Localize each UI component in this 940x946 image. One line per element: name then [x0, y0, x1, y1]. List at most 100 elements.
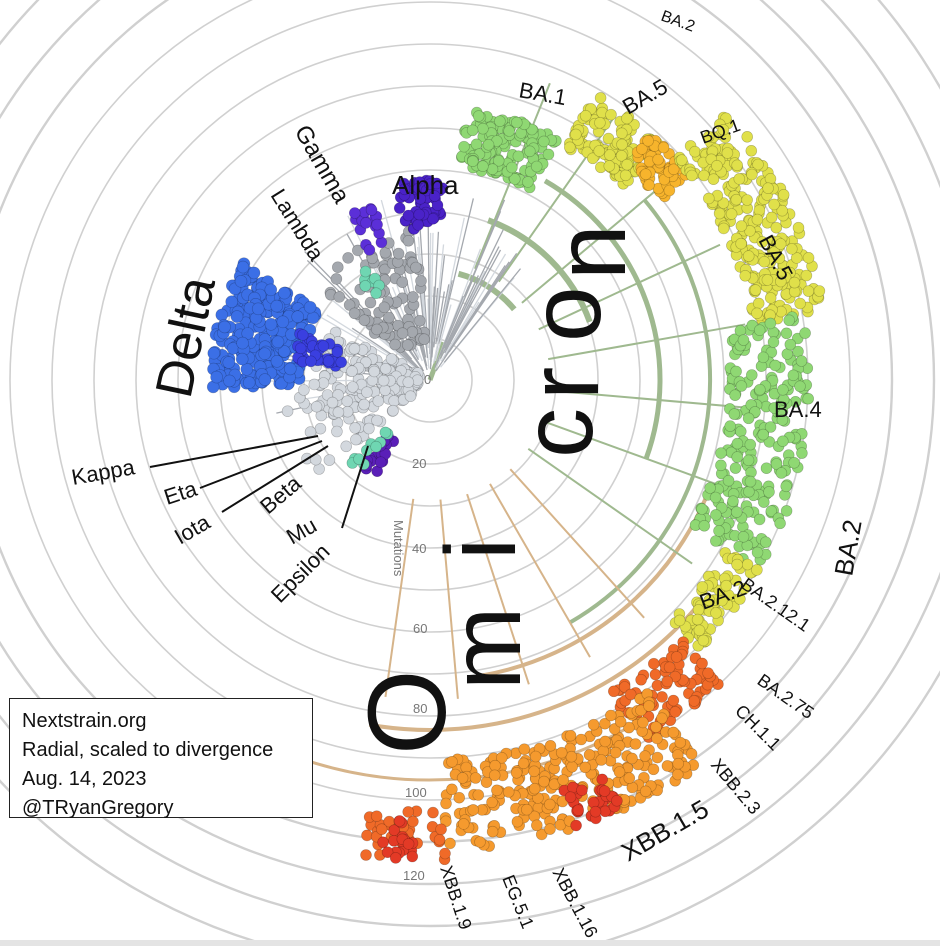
tip-node: [713, 207, 726, 220]
divergence-ring: [93, 43, 767, 717]
tip-node: [769, 359, 782, 372]
tip-node: [615, 127, 628, 140]
tip-node: [377, 836, 389, 849]
tip-node: [669, 706, 682, 718]
tip-node: [467, 804, 480, 816]
tip-node: [331, 425, 343, 438]
tip-node: [604, 709, 617, 722]
tip-node: [780, 480, 793, 493]
ring-tick-40: 40: [412, 541, 426, 556]
omicron-letter-3: i: [425, 538, 537, 560]
tip-node: [745, 145, 758, 157]
tip-node: [790, 252, 803, 264]
tip-node: [258, 373, 272, 386]
tip-node: [469, 772, 482, 784]
tip-node: [802, 392, 815, 405]
tip-node: [538, 775, 550, 788]
tip-node: [565, 750, 578, 763]
tip-node: [361, 829, 373, 842]
ring-tick-100: 100: [405, 785, 427, 800]
tip-node: [398, 183, 411, 196]
tip-node: [720, 579, 733, 592]
tip-node: [768, 198, 780, 211]
tip-node: [616, 138, 628, 151]
tip-node: [506, 161, 518, 174]
tip-node: [637, 716, 649, 729]
tip-node: [383, 311, 395, 324]
tip-node: [762, 182, 774, 194]
tip-node: [522, 176, 534, 188]
tip-node: [621, 112, 633, 125]
tip-node: [335, 356, 348, 369]
tip-node: [753, 324, 766, 337]
tip-node: [453, 791, 466, 804]
branch-segment: [439, 499, 459, 699]
tip-node: [753, 513, 766, 526]
tip-node: [343, 299, 356, 311]
tip-node: [734, 593, 746, 605]
tip-node: [413, 314, 426, 327]
tip-node: [709, 491, 722, 504]
omicron-letter-7: n: [535, 224, 647, 280]
tip-node: [281, 405, 294, 418]
tip-node: [768, 246, 781, 258]
tip-node: [623, 772, 636, 784]
tip-node: [744, 475, 757, 488]
tip-node: [512, 150, 525, 162]
label-ba2121: BA.2.12.1: [738, 574, 814, 636]
omicron-letter-5: r: [508, 367, 620, 400]
divergence-ring: [135, 85, 725, 675]
tip-node: [674, 736, 687, 749]
ring-tick-80: 80: [413, 701, 427, 716]
tip-node: [770, 221, 783, 234]
branch-segment: [439, 279, 474, 356]
tip-node: [667, 694, 680, 707]
branch-segment: [489, 483, 591, 658]
tip-node: [458, 140, 470, 153]
tip-node: [595, 754, 608, 766]
tip-node: [663, 184, 676, 197]
branch-segment: [438, 198, 474, 344]
tip-node: [401, 339, 414, 351]
info-layout: Radial, scaled to divergence: [22, 739, 274, 761]
tip-node: [777, 383, 789, 396]
branch-segment: [527, 448, 693, 565]
tip-node: [486, 163, 499, 175]
tip-node: [379, 362, 392, 375]
tip-node: [661, 675, 674, 688]
label-kappa: Kappa: [70, 454, 138, 490]
tip-node: [763, 436, 776, 448]
tip-node: [707, 173, 720, 185]
label-xbb19: XBB.1.9: [436, 863, 475, 932]
tip-node: [795, 355, 808, 367]
tip-node: [774, 238, 787, 250]
tip-node: [404, 390, 417, 403]
tip-node: [402, 209, 415, 222]
tip-node: [576, 784, 588, 797]
tip-node: [689, 145, 701, 158]
tip-node: [528, 765, 540, 778]
tip-node: [639, 168, 652, 180]
tip-node: [731, 558, 743, 571]
tip-node: [813, 285, 826, 297]
tip-node: [298, 384, 310, 396]
tip-node: [218, 320, 231, 334]
tip-node: [742, 412, 755, 425]
tip-node: [291, 310, 305, 324]
tip-node: [744, 225, 756, 237]
tip-node: [624, 688, 637, 701]
tip-node: [724, 420, 737, 432]
kappa-leader-line: [149, 435, 319, 468]
tip-node: [670, 651, 683, 663]
tip-node: [511, 815, 524, 828]
tip-node: [402, 376, 415, 389]
tip-node: [647, 763, 660, 776]
tip-node: [639, 750, 651, 762]
tip-node: [623, 721, 635, 734]
tip-node: [686, 169, 698, 182]
tip-node: [466, 124, 479, 137]
tip-node: [542, 148, 555, 161]
branch-segment: [433, 255, 446, 348]
tip-node: [776, 435, 789, 448]
tip-node: [802, 251, 815, 264]
